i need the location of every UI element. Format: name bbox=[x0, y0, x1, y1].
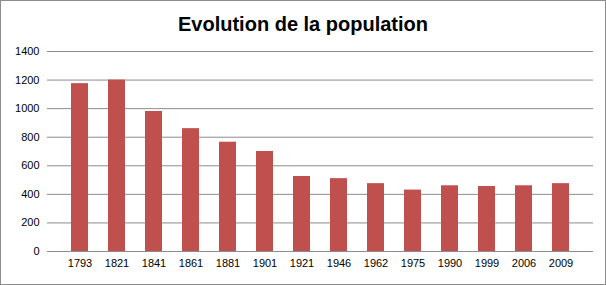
svg-text:1200: 1200 bbox=[15, 74, 39, 86]
svg-text:1999: 1999 bbox=[475, 257, 499, 269]
svg-text:1962: 1962 bbox=[364, 257, 388, 269]
svg-text:1921: 1921 bbox=[290, 257, 314, 269]
svg-text:1400: 1400 bbox=[15, 45, 39, 57]
svg-text:400: 400 bbox=[21, 188, 39, 200]
svg-text:1975: 1975 bbox=[401, 257, 425, 269]
svg-text:0: 0 bbox=[33, 245, 39, 257]
html-text:Evolution de la population: Evolution de la population bbox=[178, 13, 428, 35]
svg-text:800: 800 bbox=[21, 131, 39, 143]
svg-text:1821: 1821 bbox=[105, 257, 129, 269]
svg-text:1990: 1990 bbox=[438, 257, 462, 269]
svg-text:600: 600 bbox=[21, 159, 39, 171]
svg-text:1861: 1861 bbox=[179, 257, 203, 269]
svg-text:1841: 1841 bbox=[142, 257, 166, 269]
svg-text:2009: 2009 bbox=[549, 257, 573, 269]
svg-text:200: 200 bbox=[21, 216, 39, 228]
svg-text:1793: 1793 bbox=[68, 257, 92, 269]
svg-text:1000: 1000 bbox=[15, 102, 39, 114]
svg-text:2006: 2006 bbox=[512, 257, 536, 269]
svg-text:1881: 1881 bbox=[216, 257, 240, 269]
svg-text:1901: 1901 bbox=[253, 257, 277, 269]
svg-text:1946: 1946 bbox=[327, 257, 351, 269]
